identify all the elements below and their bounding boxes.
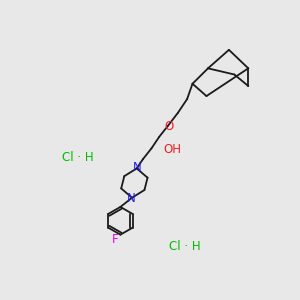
Text: F: F [112, 233, 118, 246]
Text: OH: OH [164, 143, 182, 156]
Text: N: N [127, 192, 136, 205]
Text: O: O [165, 120, 174, 133]
Text: Cl · H: Cl · H [169, 241, 201, 254]
Text: N: N [133, 161, 142, 174]
Text: Cl · H: Cl · H [62, 151, 94, 164]
